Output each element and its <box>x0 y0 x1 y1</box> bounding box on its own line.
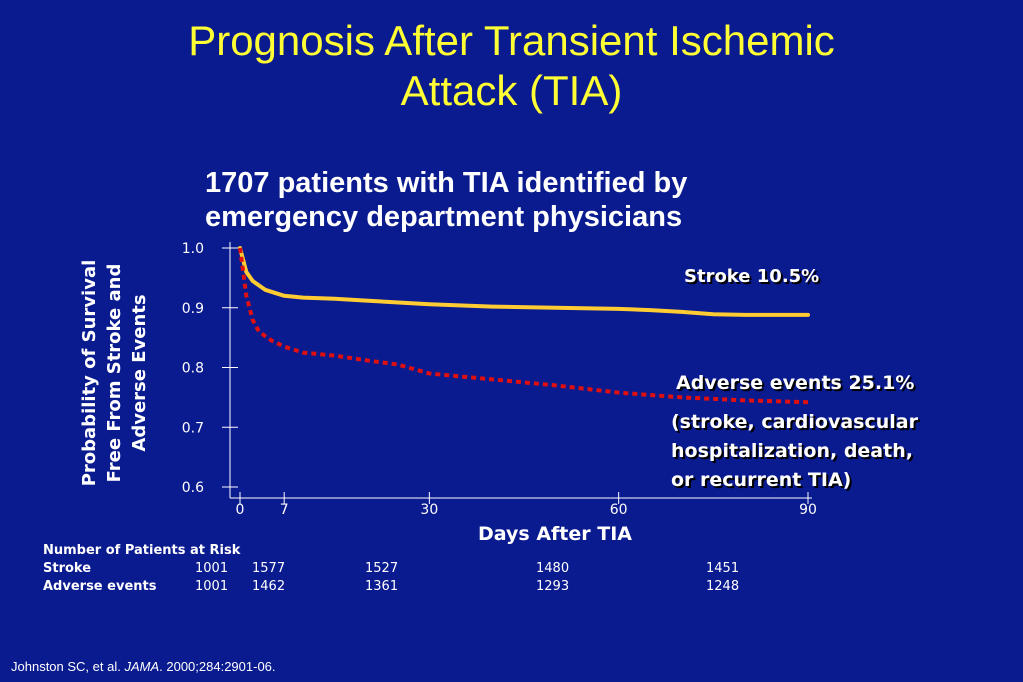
risk-row-label: Adverse events <box>43 579 157 594</box>
risk-cell: 1527 <box>365 561 399 576</box>
risk-row-label: Stroke <box>43 561 92 576</box>
x-tick-label: 7 <box>280 502 289 518</box>
chart-axes: 1.0 0.9 0.8 0.7 0.6 0 7 30 60 90 <box>182 241 817 518</box>
risk-cell: 1293 <box>536 579 570 594</box>
citation: Johnston SC, et al. JAMA. 2000;284:2901-… <box>11 659 276 674</box>
y-tick-label: 0.9 <box>182 301 204 317</box>
x-tick-label: 0 <box>236 502 245 518</box>
risk-row-adverse-events: Adverse events 1001 1462 1361 1293 1248 <box>43 579 803 597</box>
x-axis-label: Days After TIA <box>478 523 632 545</box>
x-tick-label: 60 <box>610 502 628 518</box>
definition-line3: or recurrent TIA) <box>671 469 852 491</box>
x-tick-label: 90 <box>799 502 817 518</box>
risk-cell: 1001 <box>195 561 229 576</box>
citation-authors: Johnston SC, et al. <box>11 659 121 674</box>
risk-cell: 1001 <box>195 579 229 594</box>
adverse-events-annotation: Adverse events 25.1% <box>676 372 915 394</box>
y-tick-label: 0.8 <box>182 361 204 377</box>
risk-cell: 1361 <box>365 579 399 594</box>
chart-subtitle: 1707 patients with TIA identified by eme… <box>205 166 845 234</box>
y-tick-label: 1.0 <box>182 241 204 257</box>
y-tick-label: 0.6 <box>182 480 204 496</box>
risk-cell: 1462 <box>252 579 286 594</box>
chart-subtitle-line1: 1707 patients with TIA identified by <box>205 167 688 199</box>
adverse-events-series-line <box>238 247 809 405</box>
definition-line1: (stroke, cardiovascular <box>671 411 918 433</box>
chart-subtitle-line2: emergency department physicians <box>205 201 683 233</box>
risk-cell: 1451 <box>706 561 740 576</box>
risk-table-title: Number of Patients at Risk <box>43 543 241 558</box>
risk-row-stroke: Stroke 1001 1577 1527 1480 1451 <box>43 561 803 579</box>
chart-series <box>238 246 810 405</box>
risk-cell: 1480 <box>536 561 570 576</box>
adverse-events-definition: (stroke, cardiovascular hospitalization,… <box>671 408 1001 495</box>
citation-journal: JAMA <box>124 659 160 674</box>
slide-title-line2: Attack (TIA) <box>400 67 623 114</box>
stroke-annotation: Stroke 10.5% <box>684 266 820 287</box>
slide-title-line1: Prognosis After Transient Ischemic <box>188 17 835 64</box>
definition-line2: hospitalization, death, <box>671 440 913 462</box>
y-tick-label: 0.7 <box>182 420 204 436</box>
slide-title: Prognosis After Transient Ischemic Attac… <box>0 16 1023 116</box>
x-tick-label: 30 <box>420 502 438 518</box>
risk-cell: 1248 <box>706 579 740 594</box>
citation-details: . 2000;284:2901-06. <box>159 659 276 674</box>
stroke-series-line <box>238 246 810 317</box>
risk-cell: 1577 <box>252 561 286 576</box>
